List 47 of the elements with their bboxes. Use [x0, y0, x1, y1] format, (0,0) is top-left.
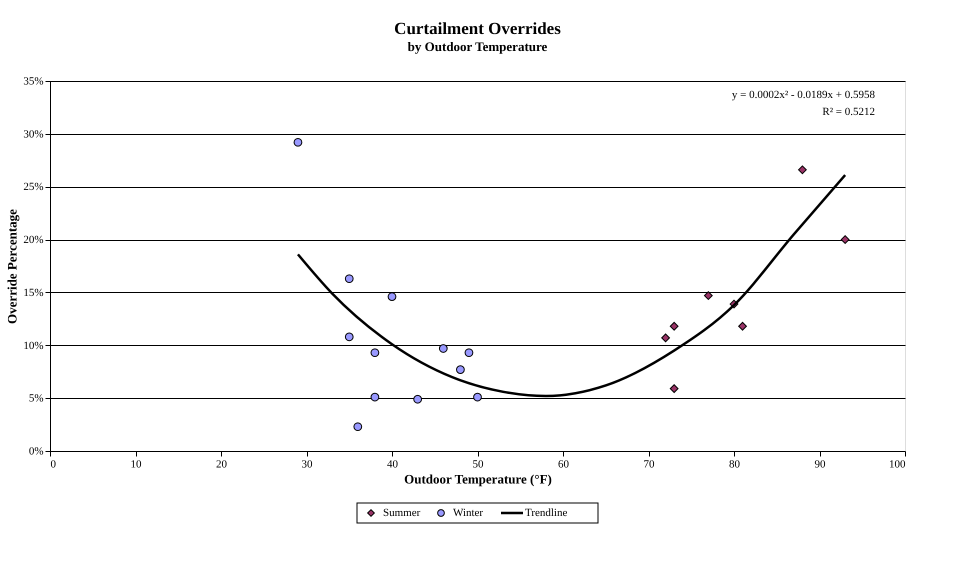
x-tick-label: 60: [558, 458, 570, 470]
point: [798, 165, 807, 174]
y-tick-label: 0%: [28, 446, 44, 458]
point: [670, 322, 679, 331]
point: [464, 348, 474, 358]
x-tick-label: 10: [130, 458, 142, 470]
x-tick-label: 40: [387, 458, 398, 470]
y-tick-label: 20%: [23, 234, 44, 246]
y-tick-label: 10%: [23, 340, 44, 352]
annotation: R² = 0.5212: [822, 106, 875, 118]
legend-label: Summer: [383, 507, 421, 519]
point: [670, 384, 679, 393]
x-tick-label: 90: [814, 458, 826, 470]
y-tick-label: 5%: [28, 392, 44, 405]
y-tick-label: 15%: [23, 286, 44, 299]
y-axis-title: Override Percentage: [4, 208, 20, 324]
x-axis-title: Outdoor Temperature (°F): [404, 472, 552, 486]
point: [661, 334, 670, 342]
point: [456, 365, 465, 374]
point: [370, 392, 380, 402]
legend-label: Trendline: [525, 507, 568, 519]
point: [353, 422, 362, 432]
y-tick-label: 25%: [23, 181, 44, 194]
point: [413, 394, 422, 404]
point: [473, 392, 482, 402]
y-tick-label: 30%: [23, 128, 44, 140]
point: [738, 322, 747, 331]
point: [344, 274, 354, 284]
chart-subtitle: by Outdoor Temperature: [408, 39, 548, 54]
x-tick-label: 80: [729, 458, 740, 470]
x-tick-label: 20: [216, 458, 228, 470]
x-tick-label: 100: [889, 458, 906, 470]
point: [840, 235, 850, 244]
point: [344, 332, 354, 342]
x-tick-label: 70: [644, 458, 655, 470]
x-tick-label: 0: [50, 458, 56, 470]
x-tick-label: 30: [302, 458, 313, 470]
legend-label: Winter: [453, 507, 484, 519]
annotation: y = 0.0002x² - 0.0189x + 0.5958: [732, 89, 876, 101]
y-tick-label: 35%: [23, 76, 44, 88]
point: [294, 138, 302, 147]
x-tick-label: 50: [472, 458, 484, 470]
point: [388, 292, 396, 302]
chart-title: Curtailment Overrides: [394, 19, 562, 38]
point: [704, 291, 713, 300]
point: [370, 348, 380, 358]
point: [438, 344, 448, 353]
